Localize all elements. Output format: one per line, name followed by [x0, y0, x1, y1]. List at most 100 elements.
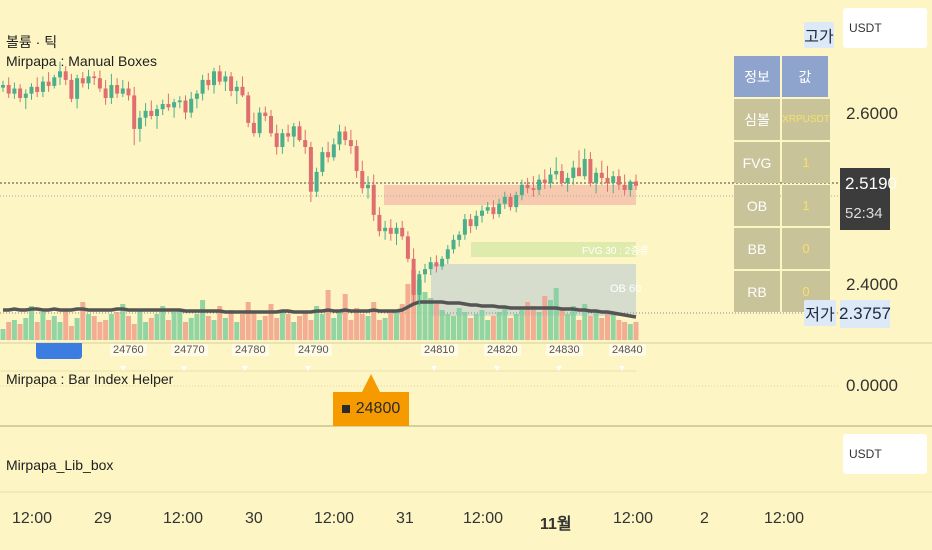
volume-bar [576, 320, 582, 340]
candle-body [394, 227, 399, 234]
candle-body [109, 85, 114, 98]
candle-body [155, 109, 159, 116]
low-label: 저가 [804, 300, 836, 326]
bar-index-marker-label: 24800 [355, 400, 401, 417]
bar-index-pin-icon [431, 366, 437, 371]
time-label-0: 12:00 [12, 510, 53, 527]
price-tick-2400: 2.4000 [846, 275, 898, 294]
candle-body [400, 227, 405, 237]
table-value-symbol: XRPUSDT [782, 99, 830, 140]
price-axis[interactable] [840, 0, 932, 492]
volume-bar [314, 306, 320, 340]
candle-body [160, 104, 165, 110]
candle-body [251, 122, 256, 134]
volume-bar [599, 318, 605, 340]
bar-index-pin-icon [494, 366, 500, 371]
candle-body [594, 172, 599, 184]
candle-body [189, 98, 194, 113]
candle-body [417, 274, 422, 295]
candle-body [371, 184, 376, 215]
volume-bar [17, 324, 23, 340]
volume-bar [68, 326, 74, 340]
candle-body [537, 179, 542, 190]
candle-body [143, 110, 148, 118]
candle-body [263, 112, 268, 116]
volume-bar [559, 310, 565, 340]
currency-badge-top[interactable]: USDT [843, 8, 927, 48]
candle-body [622, 184, 627, 190]
legend-manual-boxes: Mirpapa : Manual Boxes [6, 53, 157, 69]
volume-bar [610, 314, 616, 340]
candle-body [582, 159, 587, 177]
volume-bar [570, 306, 576, 340]
candle-body [519, 184, 524, 196]
candle-body [337, 131, 342, 145]
candle-body [103, 88, 108, 98]
candle-body [297, 126, 302, 141]
volume-bar [382, 318, 388, 340]
volume-bar [97, 322, 103, 340]
volume-bar [405, 284, 411, 340]
time-label-9: 2 [700, 510, 709, 527]
candle-body [411, 258, 416, 295]
volume-bar [302, 312, 308, 340]
price-tick-2600: 2.6000 [846, 104, 898, 123]
volume-bar [154, 314, 160, 340]
candle-body [428, 262, 433, 270]
volume-bar [131, 324, 137, 340]
volume-bar [479, 310, 485, 340]
candle-body [120, 88, 125, 94]
volume-bar [399, 304, 405, 340]
bar-index-tick-label: 24810 [421, 344, 458, 356]
volume-bar [342, 294, 348, 340]
bar-index-pin-icon [305, 366, 311, 371]
info-table: 정보 값 심볼 XRPUSDT FVG 1 OB 1 BB 0 RB 0 [734, 56, 830, 326]
candle-body [86, 76, 91, 84]
volume-bar [51, 316, 57, 340]
time-label-4: 12:00 [314, 510, 355, 527]
candle-body [6, 85, 11, 94]
candle-body [605, 177, 610, 184]
bar-index-pin-icon [556, 366, 562, 371]
volume-bar [468, 318, 474, 340]
candle-body [194, 93, 199, 99]
bar-index-pin-icon [242, 366, 248, 371]
volume-bar [80, 302, 86, 340]
volume-bar [354, 308, 360, 340]
volume-bar [553, 288, 559, 340]
volume-bar [394, 310, 399, 340]
volume-bar [308, 320, 314, 340]
candle-body [531, 188, 536, 190]
candle-body [23, 93, 28, 98]
bar-index-tick-label: 24780 [232, 344, 269, 356]
ob-box-label: OB 60 [610, 283, 642, 295]
volume-bar [285, 314, 291, 340]
currency-badge-bottom[interactable]: USDT [843, 434, 927, 474]
volume-bar [86, 314, 91, 340]
candle-body [314, 171, 319, 192]
candle-body [80, 78, 85, 84]
volume-bar [622, 322, 628, 340]
candle-body [559, 171, 564, 183]
volume-bar [74, 318, 80, 340]
price-tick-0000: 0.0000 [846, 376, 898, 395]
volume-bar [23, 318, 29, 340]
bar-index-tick-label: 24820 [484, 344, 521, 356]
candle-body [40, 81, 45, 92]
volume-bar [63, 310, 69, 340]
bar-index-marker[interactable]: 24800 [333, 392, 409, 426]
volume-bar [160, 306, 166, 340]
table-key-symbol: 심볼 [734, 99, 780, 140]
candle-body [92, 76, 97, 79]
candle-body [291, 126, 296, 137]
candle-body [75, 78, 80, 99]
volume-bar [337, 310, 342, 340]
bar-index-tick-label: 24770 [171, 344, 208, 356]
marker-square-icon [341, 405, 350, 413]
candle-body [274, 133, 279, 147]
candle-body [423, 269, 427, 275]
candle-body [206, 79, 211, 86]
candle-body [257, 112, 262, 134]
volume-bar [257, 320, 263, 340]
